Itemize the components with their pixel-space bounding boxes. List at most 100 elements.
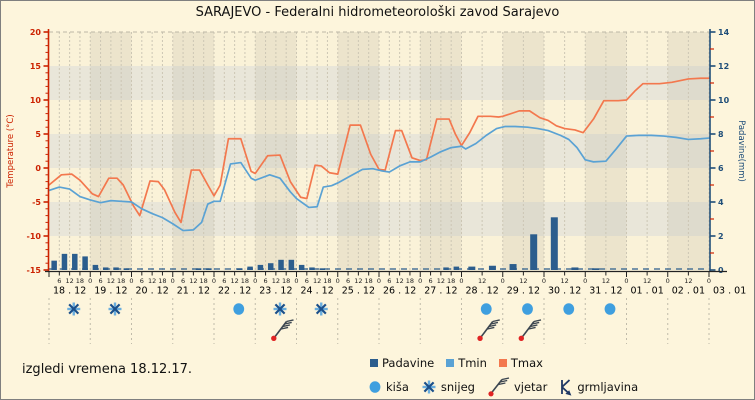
svg-text:12: 12 (148, 277, 156, 285)
legend-label-vjetar: vjetar (513, 379, 548, 394)
svg-text:8: 8 (718, 130, 724, 139)
svg-text:6: 6 (98, 277, 102, 285)
tmin-swatch-icon (446, 359, 455, 367)
svg-text:6: 6 (57, 277, 61, 285)
wind-icon (271, 319, 294, 341)
svg-text:0: 0 (253, 277, 257, 285)
svg-text:6: 6 (346, 277, 350, 285)
svg-text:19 . 12: 19 . 12 (94, 286, 127, 297)
svg-text:28 . 12: 28 . 12 (466, 286, 499, 297)
svg-text:-5: -5 (32, 198, 41, 207)
svg-text:Temperature (°C): Temperature (°C) (6, 114, 16, 188)
svg-text:0: 0 (377, 277, 381, 285)
snow-icon (108, 302, 122, 316)
svg-text:14: 14 (718, 28, 730, 37)
svg-text:18: 18 (406, 277, 414, 285)
forecast-issued-text: izgledi vremena 18.12.17. (22, 362, 193, 377)
svg-text:0: 0 (583, 277, 587, 285)
padavine-swatch-icon (370, 359, 378, 367)
rain-icon (563, 303, 575, 315)
svg-text:20 . 12: 20 . 12 (136, 286, 169, 297)
svg-text:4: 4 (718, 198, 724, 207)
legend-item-tmax: Tmax (498, 356, 543, 370)
svg-text:12: 12 (189, 277, 197, 285)
series-legend: Padavine Tmin Tmax (370, 356, 543, 370)
svg-text:12: 12 (395, 277, 403, 285)
svg-text:6: 6 (140, 277, 144, 285)
svg-text:18: 18 (282, 277, 290, 285)
svg-text:10: 10 (30, 96, 42, 105)
svg-text:0: 0 (88, 277, 92, 285)
svg-text:0: 0 (718, 266, 724, 275)
svg-text:0: 0 (171, 277, 175, 285)
svg-text:6: 6 (305, 277, 309, 285)
svg-text:6: 6 (222, 277, 226, 285)
svg-text:18: 18 (447, 277, 455, 285)
svg-text:12: 12 (684, 277, 692, 285)
svg-text:-15: -15 (27, 266, 42, 275)
svg-text:27 . 12: 27 . 12 (424, 286, 457, 297)
svg-text:12: 12 (718, 62, 729, 71)
svg-text:0: 0 (212, 277, 216, 285)
snow-icon (67, 302, 81, 316)
svg-text:12: 12 (643, 277, 651, 285)
svg-text:0: 0 (624, 277, 628, 285)
svg-text:6: 6 (718, 164, 724, 173)
svg-text:12: 12 (519, 277, 527, 285)
thunder-icon (561, 378, 572, 396)
legend-label-tmin: Tmin (458, 356, 487, 370)
temp-axis: -15 -10 -5 0 5 10 15 20 Temperature (°C) (6, 28, 50, 275)
svg-text:0: 0 (707, 277, 711, 285)
svg-text:6: 6 (263, 277, 267, 285)
svg-text:24 . 12: 24 . 12 (301, 286, 334, 297)
rain-icon (604, 303, 616, 315)
svg-text:03 . 01: 03 . 01 (713, 286, 746, 297)
svg-text:0: 0 (542, 277, 546, 285)
svg-text:6: 6 (387, 277, 391, 285)
svg-text:Padavine(mm): Padavine(mm) (736, 120, 746, 182)
svg-text:6: 6 (428, 277, 432, 285)
svg-text:25 . 12: 25 . 12 (342, 286, 375, 297)
svg-text:12: 12 (354, 277, 362, 285)
svg-text:18 . 12: 18 . 12 (53, 286, 86, 297)
svg-text:12: 12 (560, 277, 568, 285)
rain-icon (369, 380, 381, 393)
x-axis: 6 12 18 0 6 12 18 0 6 12 18 0 6 12 18 0 6 12 18 0 6 12 18 0 6 12 1… (45, 270, 746, 297)
wind-icon (477, 319, 500, 341)
tmax-swatch-icon (498, 359, 507, 367)
rain-icon (522, 303, 533, 315)
svg-text:0: 0 (336, 277, 340, 285)
legend-item-grmljavina: grmljavina (559, 378, 638, 396)
svg-text:22 . 12: 22 . 12 (218, 286, 251, 297)
svg-text:12: 12 (478, 277, 486, 285)
svg-text:0: 0 (35, 164, 41, 173)
tmin-line (48, 125, 710, 232)
svg-text:12: 12 (437, 277, 445, 285)
legend-item-kisa: kiša (368, 380, 409, 394)
rain-icon (233, 303, 245, 315)
svg-text:12: 12 (65, 277, 73, 285)
svg-text:20: 20 (30, 28, 42, 37)
svg-text:21 . 12: 21 . 12 (177, 286, 210, 297)
legend-label-tmax: Tmax (510, 356, 543, 370)
svg-text:2: 2 (718, 232, 724, 241)
svg-text:12: 12 (602, 277, 610, 285)
wind-icon (518, 319, 542, 341)
legend-label-snijeg: snijeg (440, 379, 475, 394)
svg-text:31 . 12: 31 . 12 (589, 286, 622, 297)
svg-text:0: 0 (501, 277, 505, 285)
legend-label-kisa: kiša (386, 379, 409, 394)
svg-text:02 . 01: 02 . 01 (672, 286, 705, 297)
weather-icons (67, 302, 616, 341)
rain-icon (480, 303, 492, 315)
snow-icon (273, 302, 287, 316)
svg-text:29 . 12: 29 . 12 (507, 286, 540, 297)
svg-text:18: 18 (117, 277, 125, 285)
svg-text:30 . 12: 30 . 12 (548, 286, 581, 297)
svg-text:01 . 01: 01 . 01 (631, 286, 664, 297)
tmax-line (48, 77, 710, 224)
svg-text:0: 0 (129, 277, 133, 285)
svg-text:12: 12 (107, 277, 115, 285)
svg-text:18: 18 (158, 277, 166, 285)
